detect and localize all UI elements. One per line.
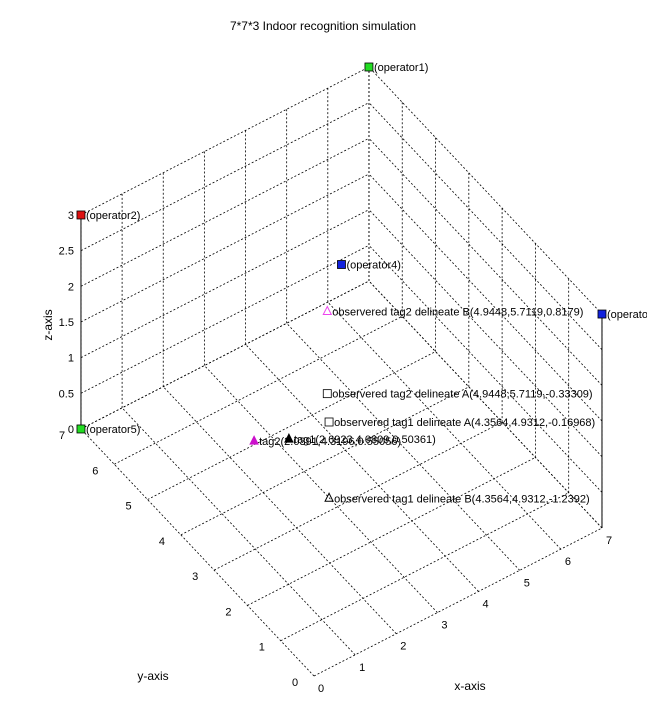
point-label: (operator3) — [607, 309, 647, 321]
point-marker — [364, 62, 374, 72]
data-point: (operator1) — [364, 62, 428, 74]
floor-grid-line — [121, 407, 356, 656]
y-tick-label: 0 — [292, 677, 298, 689]
floor-grid-line — [245, 344, 479, 592]
wall-grid-line — [368, 102, 603, 350]
point-marker — [597, 309, 607, 319]
data-point: observered tag1 delineate B(4.3564,4.931… — [324, 492, 590, 505]
x-tick-label: 7 — [606, 535, 612, 547]
y-tick-label: 4 — [159, 536, 165, 548]
data-point: (operator2) — [76, 210, 140, 222]
floor-grid-line — [280, 492, 569, 642]
floor-grid-line — [162, 386, 397, 634]
y-tick-label: 7 — [59, 430, 65, 442]
y-tick-label: 2 — [225, 606, 231, 618]
y-tick-label: 6 — [92, 465, 98, 477]
z-tick-label: 1.5 — [59, 317, 74, 329]
floor-grid-line — [286, 322, 520, 571]
data-point: (operator5) — [76, 424, 140, 436]
x-tick-label: 6 — [565, 556, 571, 568]
point-label: (operator4) — [346, 260, 400, 272]
y-tick-label: 1 — [259, 642, 265, 654]
point-marker — [337, 260, 346, 269]
data-point: tag1(2.6923,4.0809,0.50361) — [284, 433, 436, 446]
z-tick-label: 1 — [68, 353, 74, 365]
x-tick-label: 3 — [441, 620, 447, 632]
point-marker — [324, 492, 334, 502]
wall-grid-line — [80, 173, 370, 323]
point-label: observered tag2 delineate B(4.9448,5.711… — [332, 307, 583, 319]
point-label: tag1(2.6923,4.0809,0.50361) — [294, 434, 436, 446]
point-label: (operator1) — [374, 62, 428, 74]
wall-grid-line — [80, 209, 370, 358]
point-marker — [76, 424, 86, 434]
point-label: observered tag2 delineate A(4.9448,5.711… — [332, 389, 592, 401]
z-tick-label: 3 — [68, 210, 74, 222]
floor-grid-line — [180, 386, 470, 536]
x-tick-label: 0 — [318, 683, 324, 695]
wall-grid-line — [80, 244, 370, 394]
point-marker — [249, 435, 259, 445]
wall-grid-line — [80, 102, 370, 252]
x-tick-label: 4 — [483, 598, 489, 610]
wall-grid-line — [368, 173, 603, 422]
floor-grid-line — [204, 365, 438, 613]
z-tick-label: 2 — [68, 281, 74, 293]
z-tick-label: 2.5 — [59, 246, 74, 258]
z-tick-label: 0.5 — [59, 388, 74, 400]
x-tick-label: 5 — [524, 577, 530, 589]
point-marker — [284, 433, 294, 443]
point-label: (operator2) — [86, 210, 140, 222]
floor-grid-line — [247, 457, 536, 606]
x-tick-label: 1 — [359, 662, 365, 674]
wall-grid-line — [368, 138, 603, 386]
data-point: observered tag2 delineate A(4.9448,5.711… — [322, 389, 593, 401]
point-label: tag2(2.0391,4.3196,0.55056) — [259, 436, 401, 448]
point-marker — [322, 389, 332, 399]
data-point: (operator4) — [337, 260, 401, 272]
floor-grid-line — [213, 421, 503, 571]
wall-grid-line — [368, 280, 603, 529]
point-marker — [76, 210, 86, 220]
point-label: (operator5) — [86, 424, 140, 436]
grid-lines — [80, 66, 603, 677]
wall-grid-line — [368, 66, 603, 315]
floor-grid-line — [147, 351, 436, 500]
wall-grid-line — [80, 137, 370, 287]
point-label: observered tag1 delineate A(4.3564,4.931… — [334, 417, 595, 429]
y-axis-label: y-axis — [137, 669, 168, 683]
floor-grid-line — [327, 301, 562, 550]
data-point: observered tag2 delineate B(4.9448,5.711… — [322, 305, 583, 319]
x-tick-label: 2 — [400, 641, 406, 653]
y-tick-label: 5 — [126, 501, 132, 513]
floor-grid-line — [80, 428, 315, 677]
wall-grid-line — [368, 209, 603, 457]
wall-grid-line — [368, 245, 603, 493]
data-point: tag2(2.0391,4.3196,0.55056) — [249, 435, 401, 448]
point-marker — [322, 305, 333, 316]
point-label: observered tag1 delineate B(4.3564,4.931… — [334, 493, 590, 505]
wall-grid-line — [80, 66, 370, 216]
z-tick-label: 0 — [68, 424, 74, 436]
chart-title: 7*7*3 Indoor recognition simulation — [230, 19, 416, 33]
point-marker — [324, 417, 334, 427]
x-axis-label: x-axis — [454, 679, 485, 693]
floor-grid-line — [313, 527, 603, 677]
floor-grid-line — [114, 315, 403, 465]
wall-grid-line — [80, 280, 370, 430]
data-point: observered tag1 delineate A(4.3564,4.931… — [324, 417, 595, 429]
y-tick-label: 3 — [192, 571, 198, 583]
z-axis-label: z-axis — [41, 309, 55, 340]
data-points: (operator1) (operator2) (operator3) (operat… — [76, 62, 647, 505]
data-point: (operator3) — [597, 309, 647, 321]
